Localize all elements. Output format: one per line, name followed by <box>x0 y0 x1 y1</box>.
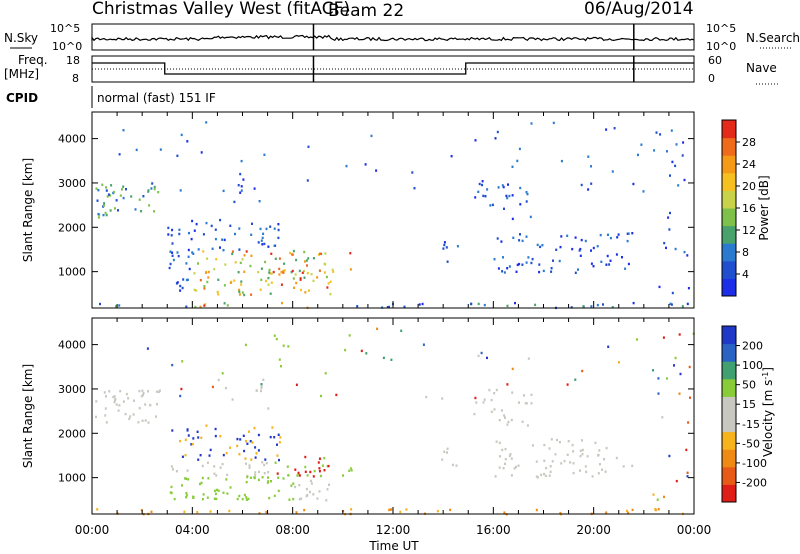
x-tick-label: 20:00 <box>576 523 611 537</box>
velocity-ylabel: Slant Range [km] <box>21 364 35 468</box>
colorbar-swatch <box>722 243 736 262</box>
noise-panel: N.Sky 10^5 10^0 10^5 10^0 N.Search <box>4 22 800 53</box>
colorbar-swatch <box>722 190 736 209</box>
station-title: Christmas Valley West (fitACF) <box>92 0 350 19</box>
y-tick-label: 4000 <box>58 133 86 146</box>
x-tick-label: 16:00 <box>476 523 511 537</box>
colorbar-swatch <box>722 431 736 450</box>
colorbar-tick-label: 4 <box>742 268 749 281</box>
x-tick-label: 08:00 <box>275 523 310 537</box>
noise-tick-top: 10^5 <box>50 22 80 35</box>
nsearch-label: N.Search <box>746 31 800 45</box>
y-tick-label: 1000 <box>58 472 86 485</box>
colorbar-swatch <box>722 484 736 503</box>
colorbar-tick-label: 20 <box>742 180 756 193</box>
colorbar-tick-label: 8 <box>742 246 749 259</box>
noise-tick-bottom: 10^0 <box>52 40 82 53</box>
y-tick-label: 4000 <box>58 339 86 352</box>
power-cells <box>95 121 690 310</box>
y-tick-label: 2000 <box>58 427 86 440</box>
colorbar-swatch <box>722 208 736 227</box>
colorbar-swatch <box>722 466 736 485</box>
velocity-x-ticks <box>91 318 695 514</box>
freq-unit: [MHz] <box>4 67 39 81</box>
x-tick-label: 12:00 <box>376 523 411 537</box>
cpid-value: normal (fast) 151 IF <box>97 91 216 105</box>
power-y-ticks: 1000 2000 3000 4000 <box>58 133 694 279</box>
power-x-ticks <box>91 112 695 308</box>
power-colorbar-label: Power [dB] <box>757 175 771 240</box>
colorbar-tick-label: 28 <box>742 136 756 149</box>
x-tick-labels: 00:00 04:00 08:00 12:00 16:00 20:00 00:00 <box>75 523 712 537</box>
colorbar-swatch <box>722 326 736 345</box>
y-tick-label: 3000 <box>58 383 86 396</box>
colorbar-tick-label: -100 <box>742 457 767 470</box>
colorbar-swatch <box>722 225 736 244</box>
beam-label: Beam 22 <box>328 1 404 21</box>
colorbar-swatch <box>722 260 736 279</box>
colorbar-swatch <box>722 361 736 380</box>
date-label: 06/Aug/2014 <box>584 0 694 19</box>
nave-label: Nave <box>746 61 777 75</box>
freq-label: Freq. <box>18 53 48 67</box>
freq-panel: Freq. [MHz] 18 8 60 0 Nave <box>4 53 780 85</box>
colorbar-swatch <box>722 278 736 297</box>
freq-tick-bottom: 8 <box>72 72 79 85</box>
velocity-y-ticks: 1000 2000 3000 4000 <box>58 339 694 485</box>
noise-trace <box>91 24 695 50</box>
colorbar-tick-label: -15 <box>742 418 760 431</box>
power-ylabel: Slant Range [km] <box>21 158 35 262</box>
colorbar-tick-label: -50 <box>742 437 760 450</box>
colorbar-tick-label: 200 <box>742 340 763 353</box>
colorbar-tick-label: -200 <box>742 476 767 489</box>
colorbar-swatch <box>722 172 736 191</box>
nave-tick-top: 60 <box>708 54 722 67</box>
colorbar-swatch <box>722 396 736 415</box>
freq-trace <box>92 56 694 82</box>
velocity-cells <box>95 327 695 516</box>
power-colorbar: 4 8 12 16 20 24 28 <box>721 119 756 297</box>
x-tick-label: 00:00 <box>75 523 110 537</box>
x-tick-label: 00:00 <box>677 523 712 537</box>
colorbar-swatch <box>722 155 736 174</box>
colorbar-tick-label: 12 <box>742 224 756 237</box>
colorbar-swatch <box>722 120 736 139</box>
colorbar-swatch <box>722 378 736 397</box>
colorbar-tick-label: 50 <box>742 379 756 392</box>
y-tick-label: 3000 <box>58 177 86 190</box>
noise-tick-top-right: 10^5 <box>706 22 736 35</box>
x-axis-label: Time UT <box>368 539 419 553</box>
x-tick-label: 04:00 <box>175 523 210 537</box>
colorbar-tick-label: 24 <box>742 158 756 171</box>
power-panel: 1000 2000 3000 4000 Slant Range [km] 4 8 12 16… <box>21 111 771 310</box>
velocity-colorbar-label: Velocity [m s-1] <box>761 367 776 457</box>
y-tick-label: 1000 <box>58 266 86 279</box>
velocity-colorbar: -200 -100 -50 -15 15 50 100 200 <box>721 325 767 503</box>
velocity-panel: 1000 2000 3000 4000 Slant Range [km] -200 -1… <box>21 317 776 516</box>
colorbar-swatch <box>722 137 736 156</box>
y-tick-label: 2000 <box>58 221 86 234</box>
cpid-panel: CPID normal (fast) 151 IF <box>6 86 216 108</box>
freq-tick-top: 18 <box>66 54 80 67</box>
nave-tick-bottom: 0 <box>708 72 715 85</box>
noise-tick-bottom-right: 10^0 <box>706 40 736 53</box>
colorbar-swatch <box>722 449 736 468</box>
cpid-label: CPID <box>6 91 38 105</box>
colorbar-tick-label: 100 <box>742 359 763 372</box>
nsky-label: N.Sky <box>4 31 38 45</box>
colorbar-swatch <box>722 343 736 362</box>
colorbar-tick-label: 16 <box>742 202 756 215</box>
colorbar-tick-label: 15 <box>742 398 756 411</box>
colorbar-swatch <box>722 414 736 433</box>
